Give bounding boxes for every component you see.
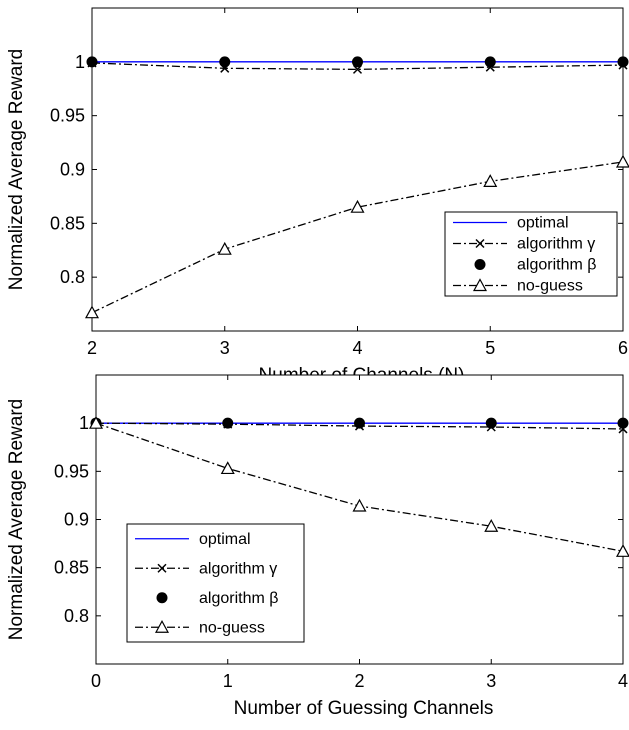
legend-entry: no-guess bbox=[135, 619, 265, 636]
x-tick-label: 3 bbox=[220, 338, 230, 358]
data-point bbox=[84, 305, 100, 319]
data-point bbox=[88, 415, 104, 429]
y-tick-label: 1 bbox=[75, 52, 85, 72]
x-tick-label: 2 bbox=[354, 671, 364, 691]
legend-label: algorithm γ bbox=[199, 560, 277, 577]
data-point bbox=[220, 461, 235, 475]
x-tick-label: 6 bbox=[618, 338, 628, 358]
y-tick-label: 0.9 bbox=[64, 510, 89, 530]
legend-marker bbox=[156, 592, 168, 604]
data-point bbox=[217, 241, 232, 255]
data-point bbox=[485, 417, 497, 429]
legend-marker bbox=[472, 278, 488, 292]
legend-entry: algorithm β bbox=[156, 590, 278, 607]
series-4 bbox=[88, 415, 629, 557]
x-tick-label: 5 bbox=[485, 338, 495, 358]
legend-label: optimal bbox=[517, 215, 569, 232]
data-point bbox=[352, 64, 363, 74]
y-tick-label: 0.85 bbox=[50, 213, 85, 233]
legend: optimal algorithm γ algorithm β no-guess bbox=[444, 211, 618, 297]
legend-entry: no-guess bbox=[453, 278, 583, 295]
data-point bbox=[86, 56, 98, 68]
legend-label: algorithm β bbox=[517, 257, 596, 274]
legend-label: no-guess bbox=[517, 278, 583, 295]
y-tick-label: 0.8 bbox=[60, 267, 85, 287]
data-point bbox=[617, 56, 629, 68]
y-tick-label: 1 bbox=[79, 413, 89, 433]
data-point bbox=[484, 56, 496, 68]
data-point bbox=[352, 56, 363, 68]
data-point bbox=[615, 544, 629, 557]
legend-marker bbox=[474, 259, 486, 270]
legend-entry: algorithm γ bbox=[135, 560, 277, 577]
y-tick-label: 0.95 bbox=[54, 461, 89, 481]
legend-entry: optimal bbox=[453, 215, 569, 232]
legend-marker bbox=[475, 238, 485, 249]
series-4 bbox=[84, 154, 629, 319]
y-tick-label: 0.8 bbox=[64, 606, 89, 626]
y-tick-label: 0.9 bbox=[60, 160, 85, 180]
data-point bbox=[354, 417, 365, 429]
x-tick-label: 3 bbox=[486, 671, 496, 691]
legend-marker bbox=[157, 563, 167, 573]
legend-entry: algorithm β bbox=[474, 257, 596, 274]
legend-label: algorithm β bbox=[199, 590, 278, 607]
y-axis-label: Normalized Average Reward bbox=[6, 399, 27, 641]
data-point bbox=[484, 518, 499, 532]
data-point bbox=[350, 199, 365, 213]
series-3 bbox=[86, 56, 629, 68]
data-point bbox=[617, 417, 629, 429]
legend-label: optimal bbox=[199, 531, 251, 548]
data-point bbox=[222, 417, 234, 429]
legend-label: algorithm γ bbox=[517, 236, 595, 253]
data-point bbox=[615, 154, 629, 168]
legend-label: no-guess bbox=[199, 619, 265, 636]
series-line bbox=[91, 161, 624, 314]
x-tick-label: 4 bbox=[618, 671, 628, 691]
data-point bbox=[219, 56, 231, 68]
y-tick-label: 0.95 bbox=[50, 106, 85, 126]
data-point bbox=[483, 174, 498, 187]
x-tick-label: 2 bbox=[87, 338, 97, 358]
data-point bbox=[352, 498, 367, 512]
legend-marker bbox=[154, 619, 170, 633]
legend-box bbox=[444, 211, 618, 297]
x-axis-label: Number of Guessing Channels bbox=[234, 698, 494, 719]
x-tick-label: 0 bbox=[91, 671, 101, 691]
legend: optimal algorithm γ algorithm β no-guess bbox=[126, 523, 305, 643]
legend-box bbox=[126, 523, 305, 643]
x-tick-label: 1 bbox=[223, 671, 233, 691]
x-tick-label: 4 bbox=[352, 338, 362, 358]
y-tick-label: 0.85 bbox=[54, 558, 89, 578]
legend-entry: algorithm γ bbox=[453, 236, 595, 253]
y-axis-label: Normalized Average Reward bbox=[6, 49, 27, 291]
legend-entry: optimal bbox=[135, 531, 251, 548]
